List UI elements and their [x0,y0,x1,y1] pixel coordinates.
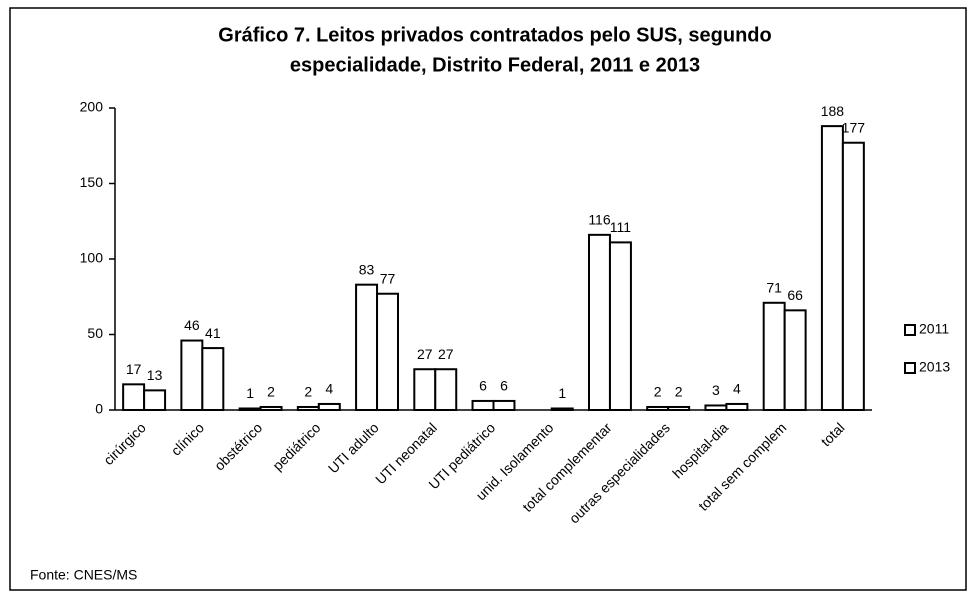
data-label: 2 [654,384,662,400]
bar [550,407,574,411]
data-label: 77 [380,270,396,286]
bar [762,301,786,412]
bar [704,404,728,412]
bar [296,405,320,412]
bar [201,347,225,411]
bar [259,405,283,412]
chart-frame [9,7,967,591]
bar [841,141,865,411]
bar [238,407,262,411]
data-label: 177 [842,119,866,135]
data-label: 4 [733,381,741,397]
bar [587,233,611,411]
bar [434,368,458,412]
y-tick-label: 100 [80,250,104,266]
bar [646,405,670,412]
y-tick-label: 0 [95,401,103,417]
bar [471,399,495,412]
data-label: 6 [500,378,508,394]
data-label: 17 [126,361,142,377]
bar [413,368,437,412]
legend-swatch [904,362,916,374]
bar [180,339,204,412]
bar [608,241,632,411]
y-tick-label: 150 [80,174,104,190]
bar [667,405,691,412]
bar [492,399,516,412]
bar [783,309,807,411]
data-label: 27 [438,346,454,362]
bar [725,402,749,411]
bar [376,292,400,412]
data-label: 188 [821,103,845,119]
data-label: 71 [766,279,782,295]
bar [317,402,341,411]
data-label: 2 [267,384,275,400]
data-label: 1 [246,385,254,401]
chart-title: Gráfico 7. Leitos privados contratados p… [218,24,771,46]
data-label: 46 [184,317,200,333]
data-label: 2 [675,384,683,400]
legend-label: 2011 [919,321,949,337]
legend-label: 2013 [919,359,950,375]
bar [143,389,167,411]
y-tick-label: 200 [80,99,104,115]
data-label: 116 [588,212,611,228]
data-label: 41 [205,325,221,341]
data-label: 3 [712,382,720,398]
data-label: 111 [610,219,631,235]
chart-subtitle: especialidade, Distrito Federal, 2011 e … [290,54,700,76]
source-note: Fonte: CNES/MS [30,567,137,583]
bar [820,125,844,412]
data-label: 2 [304,384,312,400]
data-label: 83 [359,261,375,277]
data-label: 6 [479,378,487,394]
legend-swatch [904,324,916,336]
data-label: 66 [787,287,803,303]
bar [122,383,146,411]
data-label: 1 [558,385,566,401]
y-tick-label: 50 [87,325,103,341]
data-label: 27 [417,346,433,362]
bar [355,283,379,412]
data-label: 4 [325,381,333,397]
data-label: 13 [147,367,163,383]
